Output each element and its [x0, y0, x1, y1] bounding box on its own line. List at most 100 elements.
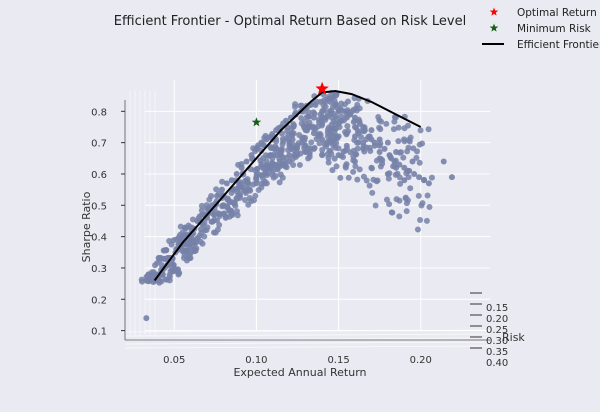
- portfolio-point: [316, 140, 323, 147]
- grid-line-z: [124, 341, 491, 345]
- portfolio-point: [303, 114, 310, 121]
- portfolio-point: [283, 154, 290, 161]
- portfolio-point: [280, 120, 287, 127]
- portfolio-point: [354, 176, 361, 183]
- portfolio-point: [292, 103, 299, 110]
- portfolio-point: [260, 155, 267, 162]
- portfolio-point: [160, 247, 167, 254]
- portfolio-point: [331, 155, 338, 162]
- portfolio-point: [290, 161, 297, 168]
- portfolio-point: [341, 101, 348, 108]
- portfolio-point: [179, 248, 186, 255]
- portfolio-point: [416, 174, 423, 181]
- y-tick-label: 0.1: [91, 327, 107, 338]
- portfolio-point: [386, 170, 393, 177]
- portfolio-point: [379, 160, 386, 167]
- portfolio-point: [337, 174, 344, 181]
- portfolio-point: [319, 151, 326, 158]
- portfolio-point: [324, 126, 331, 133]
- portfolio-point: [306, 145, 313, 152]
- y-tick-label: 0.3: [91, 264, 107, 275]
- portfolio-point: [372, 202, 379, 209]
- portfolio-point: [255, 186, 262, 193]
- portfolio-point: [407, 185, 414, 192]
- portfolio-point: [336, 124, 343, 131]
- portfolio-point: [333, 163, 340, 170]
- portfolio-point: [448, 174, 455, 181]
- portfolio-point: [409, 158, 416, 165]
- grid-lines: [124, 80, 491, 349]
- portfolio-point: [377, 126, 384, 133]
- grid-line-z: [124, 345, 491, 349]
- portfolio-point: [234, 195, 241, 202]
- portfolio-point: [296, 161, 303, 168]
- portfolio-point: [211, 216, 218, 223]
- portfolio-point: [425, 180, 432, 187]
- portfolio-point: [338, 152, 345, 159]
- portfolio-point: [168, 266, 175, 273]
- portfolio-point: [390, 163, 397, 170]
- portfolio-point: [169, 261, 176, 268]
- portfolio-point: [310, 100, 317, 107]
- efficient-frontier-line: [153, 89, 422, 282]
- portfolio-point: [301, 124, 308, 131]
- portfolio-point: [411, 170, 418, 177]
- portfolio-point: [404, 122, 411, 129]
- portfolio-point: [183, 257, 190, 264]
- portfolio-point: [253, 177, 260, 184]
- portfolio-point: [392, 157, 399, 164]
- z-tick-label: 0.30: [486, 336, 508, 347]
- portfolio-point: [366, 182, 373, 189]
- portfolio-point: [298, 115, 305, 122]
- grid-line-z: [124, 333, 491, 337]
- portfolio-point: [403, 200, 410, 207]
- portfolio-point: [396, 174, 403, 181]
- portfolio-point: [324, 151, 331, 158]
- portfolio-point: [199, 240, 206, 247]
- portfolio-point: [242, 196, 249, 203]
- portfolio-point: [254, 144, 261, 151]
- y-axis-title: Sharpe Ratio: [80, 191, 93, 262]
- y-tick-label: 0.2: [91, 295, 107, 306]
- portfolio-point: [358, 128, 365, 135]
- portfolio-point: [190, 248, 197, 255]
- portfolio-point: [264, 169, 271, 176]
- portfolio-point: [342, 162, 349, 169]
- portfolio-point: [265, 134, 272, 141]
- portfolio-point: [424, 192, 431, 199]
- portfolio-point: [223, 204, 230, 211]
- portfolio-point: [241, 186, 248, 193]
- portfolio-point: [316, 130, 323, 137]
- portfolio-point: [151, 271, 158, 278]
- special-markers: [251, 81, 329, 127]
- portfolio-point: [274, 166, 281, 173]
- portfolio-point: [267, 151, 274, 158]
- portfolio-point: [173, 266, 180, 273]
- x-axis-title: Expected Annual Return: [233, 366, 366, 379]
- portfolio-point: [415, 192, 422, 199]
- portfolio-point: [402, 194, 409, 201]
- portfolio-point: [302, 118, 309, 125]
- portfolio-point: [384, 139, 391, 146]
- x-tick-label: 0.10: [245, 355, 267, 366]
- portfolio-point: [363, 177, 370, 184]
- portfolio-point: [383, 120, 390, 127]
- portfolio-point: [368, 127, 375, 134]
- portfolio-point: [189, 216, 196, 223]
- portfolio-point: [386, 201, 393, 208]
- portfolio-point: [327, 137, 334, 144]
- minimum-risk-marker: [251, 117, 262, 127]
- y-tick-label: 0.4: [91, 233, 107, 244]
- portfolio-point: [355, 116, 362, 123]
- portfolio-point: [396, 213, 403, 220]
- portfolio-point: [235, 161, 242, 168]
- portfolio-point: [277, 171, 284, 178]
- portfolio-point: [310, 109, 317, 116]
- portfolio-point: [285, 147, 292, 154]
- portfolio-point: [175, 271, 182, 278]
- portfolio-point: [216, 210, 223, 217]
- portfolio-point: [215, 191, 222, 198]
- portfolio-point: [319, 146, 326, 153]
- y-tick-label: 0.8: [91, 107, 107, 118]
- portfolio-point: [401, 177, 408, 184]
